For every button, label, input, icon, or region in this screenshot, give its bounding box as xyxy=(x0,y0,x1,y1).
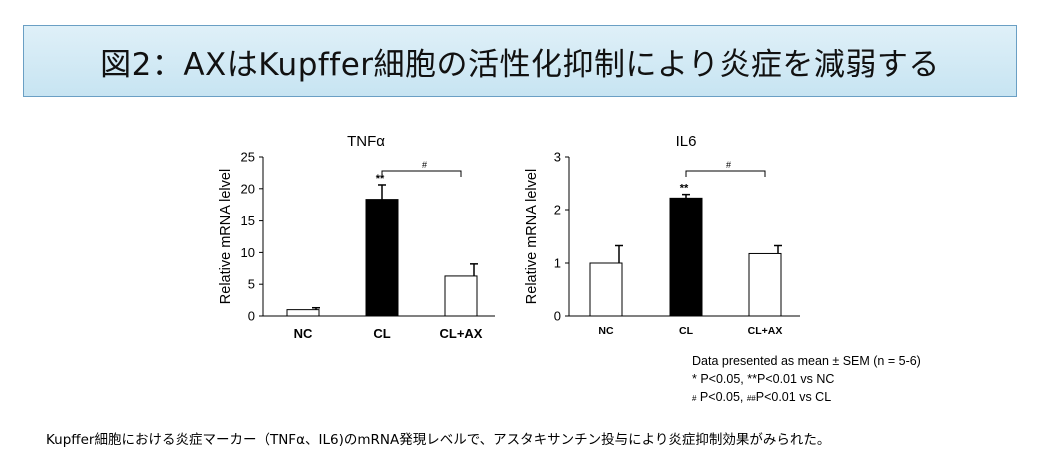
chart-1-category-label: CL xyxy=(373,326,390,341)
chart-1-y-tick-label: 0 xyxy=(248,309,255,324)
chart-2-bar-cl xyxy=(669,197,703,317)
chart-2-y-axis-label: Relative mRNA lelvel xyxy=(524,169,540,304)
chart-2-comparison-bracket xyxy=(685,170,766,177)
chart-2-y-tick-label: 2 xyxy=(554,203,561,218)
note-mean-sem: Data presented as mean ± SEM (n = 5-6) xyxy=(692,354,921,368)
chart-1-title: TNFα xyxy=(347,133,385,150)
chart-1-bar-cl xyxy=(365,199,399,317)
chart-1-y-tick-label: 25 xyxy=(241,150,255,165)
chart-1-y-tick-label: 15 xyxy=(241,213,255,228)
chart-2-bar-cl-ax xyxy=(748,252,782,317)
chart-2-category-label: CL+AX xyxy=(748,325,783,337)
chart-1-significance-mark: ** xyxy=(376,173,385,185)
chart-1-y-axis-label: Relative mRNA lelvel xyxy=(218,169,234,304)
note-significance-cl: # P<0.05, ##P<0.01 vs CL xyxy=(692,390,1022,406)
chart-2-y-tick-label: 3 xyxy=(554,150,561,165)
chart-1-bracket-label: # xyxy=(422,160,427,170)
chart-1-bar-cl-ax xyxy=(444,275,478,317)
chart-2-bar-nc xyxy=(589,262,623,317)
chart-1-category-label: NC xyxy=(294,326,313,341)
chart-1-y-tick-label: 10 xyxy=(241,245,255,260)
chart-2-bracket-label: # xyxy=(726,160,731,170)
note-p001-cl: P<0.01 vs CL xyxy=(755,390,832,404)
hash-mark-single: # xyxy=(692,394,697,403)
note-p005-cl: P<0.05, xyxy=(696,390,747,404)
chart-2-significance-mark: ** xyxy=(680,183,689,195)
page-title: 図2：AXはKupffer細胞の活性化抑制により炎症を減弱する xyxy=(100,46,940,83)
chart-1-y-tick-label: 20 xyxy=(241,181,255,196)
chart-2-category-label: CL xyxy=(679,325,694,337)
chart-2-category-label: NC xyxy=(598,325,614,337)
figure-caption: Kupffer細胞における炎症マーカー（TNFα、IL6)のmRNA発現レベルで… xyxy=(46,432,831,448)
chart-2-y-tick-label: 0 xyxy=(554,309,561,324)
chart-1-bar-nc xyxy=(286,309,320,317)
chart-2-y-tick-label: 1 xyxy=(554,256,561,271)
chart-2-title: IL6 xyxy=(676,133,697,150)
title-banner: 図2：AXはKupffer細胞の活性化抑制により炎症を減弱する xyxy=(23,25,1017,97)
chart-1-y-tick-label: 5 xyxy=(248,277,255,292)
chart-1-category-label: CL+AX xyxy=(440,326,483,341)
note-significance-nc: * P<0.05, **P<0.01 vs NC xyxy=(692,372,835,386)
hash-mark-double: ## xyxy=(746,394,756,403)
chart-1-comparison-bracket xyxy=(381,170,462,177)
